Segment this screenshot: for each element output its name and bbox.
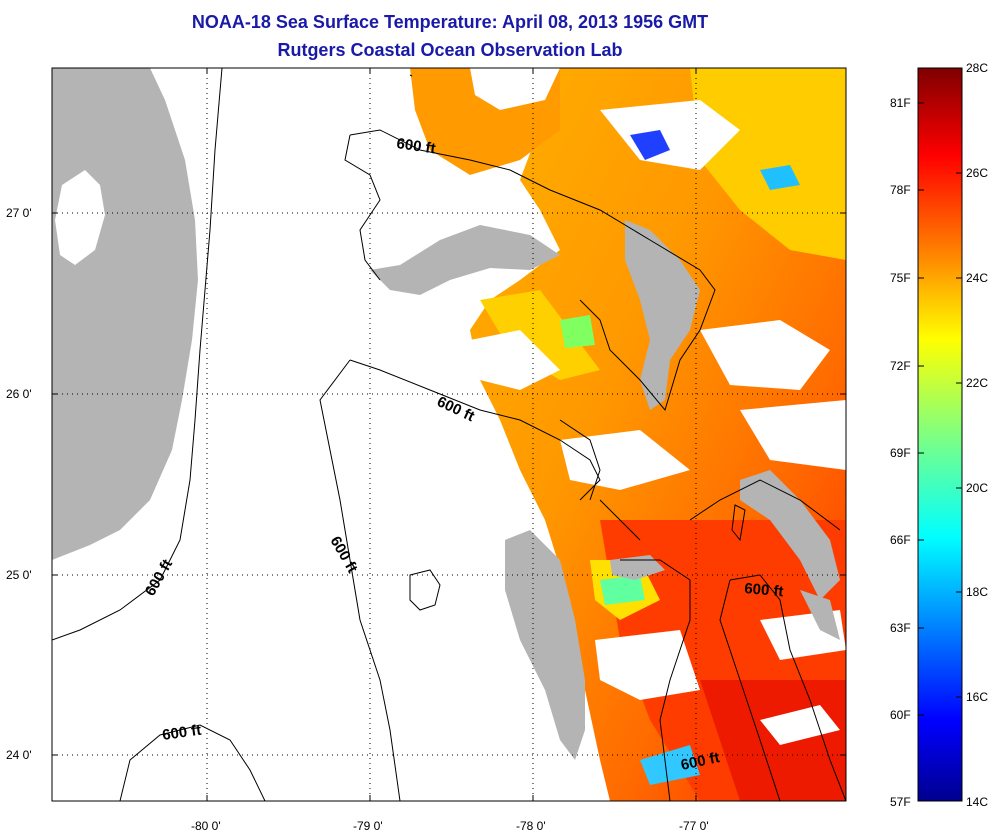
x-tick-label: -79 0' <box>353 819 383 833</box>
y-tick-label: 27 0' <box>6 206 32 220</box>
fahrenheit-label: 69F <box>890 446 911 460</box>
colorbar-ramp <box>917 67 963 802</box>
celsius-label: 22C <box>966 376 988 390</box>
x-tick-label: -80 0' <box>191 819 221 833</box>
cloud-mask <box>470 68 846 745</box>
y-tick-label: 24 0' <box>6 748 32 762</box>
map-panel: 600 ft 600 ft 600 ft 600 ft 600 ft 600 f… <box>52 68 846 801</box>
sst-field <box>410 68 846 801</box>
isobath-label: 600 ft <box>395 135 436 157</box>
fahrenheit-label: 60F <box>890 708 911 722</box>
fahrenheit-label: 63F <box>890 621 911 635</box>
fahrenheit-label: 81F <box>890 96 911 110</box>
celsius-label: 24C <box>966 271 988 285</box>
celsius-label: 16C <box>966 690 988 704</box>
isobath-600ft-lines <box>52 68 846 801</box>
x-axis-labels: -80 0' -79 0' -78 0' -77 0' <box>191 819 709 833</box>
map-ticks <box>52 68 846 801</box>
celsius-label: 28C <box>966 61 988 75</box>
fahrenheit-label: 72F <box>890 359 911 373</box>
x-tick-label: -77 0' <box>679 819 709 833</box>
colorbar-fahrenheit-labels: 81F 78F 75F 72F 69F 66F 63F 60F 57F <box>890 96 911 809</box>
fahrenheit-label: 66F <box>890 533 911 547</box>
colorbar: 81F 78F 75F 72F 69F 66F 63F 60F 57F 28C … <box>890 61 988 809</box>
x-tick-label: -78 0' <box>516 819 546 833</box>
fahrenheit-label: 78F <box>890 183 911 197</box>
map-title: NOAA-18 Sea Surface Temperature: April 0… <box>191 12 709 32</box>
isobath-label: 600 ft <box>161 722 202 744</box>
map-frame <box>51 67 847 802</box>
y-axis-labels: 27 0' 26 0' 25 0' 24 0' <box>6 206 32 762</box>
map-subtitle: Rutgers Coastal Ocean Observation Lab <box>277 40 623 60</box>
cool-spots <box>560 130 800 785</box>
fahrenheit-label: 57F <box>890 795 911 809</box>
graticule <box>52 68 846 801</box>
y-tick-label: 25 0' <box>6 568 32 582</box>
fahrenheit-label: 75F <box>890 271 911 285</box>
celsius-label: 20C <box>966 481 988 495</box>
celsius-label: 14C <box>966 795 988 809</box>
lake-okeechobee <box>55 170 105 265</box>
y-tick-label: 26 0' <box>6 387 32 401</box>
celsius-label: 18C <box>966 585 988 599</box>
colorbar-celsius-labels: 28C 26C 24C 22C 20C 18C 16C 14C <box>966 61 988 809</box>
isobath-label: 600 ft <box>744 580 785 600</box>
celsius-label: 26C <box>966 166 988 180</box>
